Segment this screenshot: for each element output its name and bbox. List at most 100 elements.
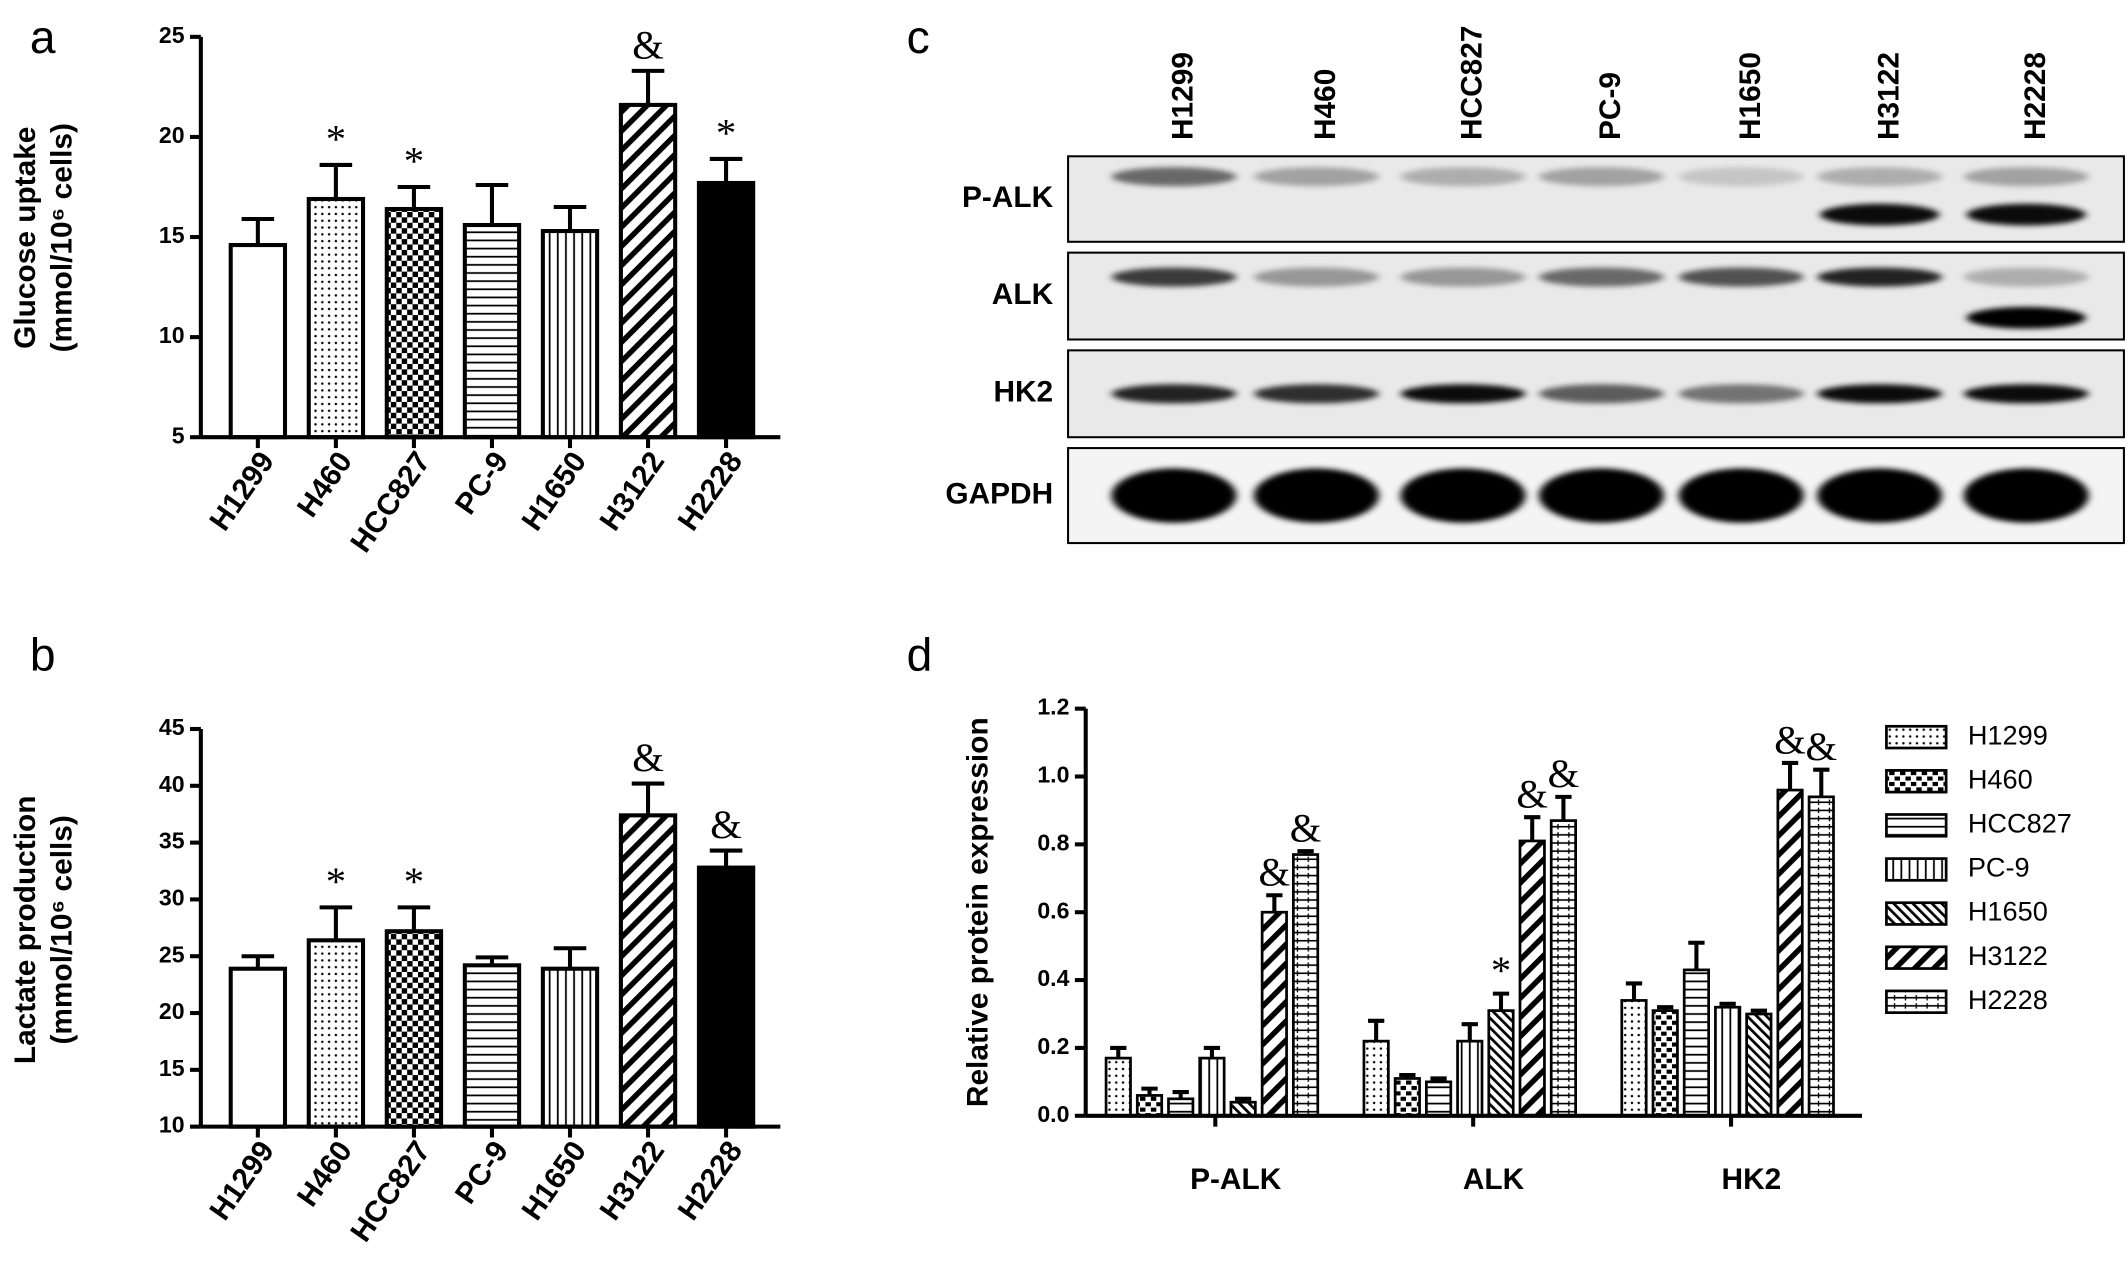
y-tick-label: 5 [172, 422, 185, 448]
y-tick-label: 40 [159, 771, 185, 797]
error-bar [397, 905, 431, 932]
bar [384, 929, 444, 1129]
row-label: ALK [992, 278, 1054, 311]
annotation: & [1290, 805, 1322, 850]
band [1254, 267, 1379, 287]
annotation: * [716, 111, 736, 156]
blot-strip [1067, 251, 2125, 341]
lane-label: H460 [1309, 69, 1342, 140]
y-tick-label: 20 [159, 122, 185, 148]
panel-letter: d [907, 629, 933, 681]
band [1400, 384, 1526, 404]
bar [1260, 910, 1288, 1118]
bar [1682, 968, 1711, 1118]
annotation: & [1259, 850, 1291, 895]
x-tick-label: H3122 [594, 1135, 671, 1226]
bar [1518, 839, 1546, 1118]
band [1817, 267, 1943, 287]
bar [1745, 1012, 1773, 1118]
bar [462, 963, 522, 1129]
bar [1807, 795, 1835, 1118]
band [1678, 167, 1804, 187]
legend-swatch [1885, 813, 1948, 838]
x-tick-label: H2228 [672, 446, 749, 537]
y-tick-label: 0.8 [1037, 829, 1069, 855]
band [1400, 267, 1526, 287]
blot-background [1068, 252, 2124, 340]
error-bar [1266, 893, 1283, 913]
y-axis-label: Relative protein expression [962, 717, 995, 1107]
annotation: & [1805, 724, 1837, 769]
band [1111, 468, 1237, 523]
x-tick-label: HK2 [1722, 1163, 1782, 1196]
y-axis-label: (mmol/10⁶ cells) [46, 815, 79, 1044]
error-bar [631, 68, 665, 105]
error-bar [1625, 981, 1643, 1001]
x-tick-label: H1299 [203, 446, 280, 537]
bar [1549, 819, 1578, 1118]
bar [1714, 1005, 1742, 1118]
band [1539, 167, 1664, 187]
bar [1425, 1080, 1453, 1118]
y-tick-label: 1.0 [1037, 762, 1069, 788]
legend-swatch [1885, 857, 1948, 882]
legend-swatch [1885, 901, 1948, 926]
band [1254, 167, 1379, 187]
error-bar [1813, 767, 1830, 797]
band [1963, 468, 2089, 523]
band [1678, 384, 1804, 404]
band [1817, 468, 1943, 523]
x-tick-label: H1650 [516, 446, 593, 537]
error-bar [1461, 1022, 1478, 1042]
band [1966, 306, 2086, 329]
band [1254, 468, 1379, 523]
error-bar [709, 156, 743, 183]
band [1678, 267, 1804, 287]
blot-frame [1067, 349, 2125, 439]
bar [1104, 1056, 1132, 1118]
band [1539, 468, 1664, 523]
error-bar [1688, 940, 1705, 970]
bar [1456, 1039, 1484, 1118]
lane-label: H1299 [1167, 52, 1200, 140]
bar [306, 196, 366, 440]
row-label: HK2 [993, 376, 1053, 409]
x-tick-label: H2228 [672, 1135, 749, 1226]
error-bar [1110, 1045, 1127, 1059]
annotation: & [1774, 717, 1806, 762]
y-tick-label: 15 [159, 1055, 185, 1081]
panel-letter: c [907, 11, 930, 63]
bar [384, 206, 444, 440]
lane-label: HCC827 [1456, 26, 1489, 140]
y-tick-label: 0.4 [1037, 965, 1069, 991]
panel-letter: a [30, 11, 56, 63]
lane-label: H1650 [1734, 52, 1767, 140]
x-tick-label: H460 [291, 446, 359, 523]
band [1817, 167, 1943, 187]
error-bar [1203, 1045, 1221, 1059]
x-tick-label: HCC827 [344, 446, 437, 559]
y-tick-label: 15 [159, 222, 185, 248]
error-bar [631, 781, 665, 816]
lane-label: PC-9 [1594, 72, 1627, 140]
annotation: * [404, 859, 424, 904]
x-tick-label: H1650 [516, 1135, 593, 1226]
y-tick-label: 30 [159, 885, 185, 911]
band [1111, 384, 1237, 404]
band [1400, 468, 1526, 523]
bar [696, 865, 756, 1129]
band [1539, 384, 1664, 404]
band [1966, 203, 2086, 226]
y-tick-label: 20 [159, 998, 185, 1024]
error-bar [1368, 1018, 1385, 1042]
bar [462, 222, 522, 440]
bar [1135, 1094, 1164, 1118]
blot-strip [1067, 447, 2125, 545]
y-tick-label: 45 [159, 714, 185, 740]
annotation: * [326, 859, 346, 904]
lane-label: H2228 [2019, 52, 2052, 140]
error-bar [553, 946, 587, 969]
error-bar [475, 182, 509, 226]
x-tick-label: HCC827 [344, 1135, 437, 1248]
